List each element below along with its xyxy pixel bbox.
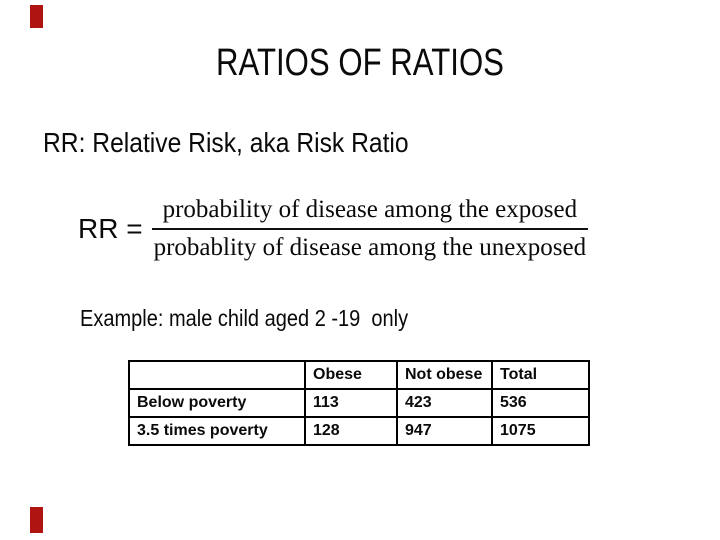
slide-title: RATIOS OF RATIOS	[216, 42, 504, 84]
cell-obese: 128	[304, 416, 398, 446]
table-header-row: Obese Not obese Total	[128, 360, 590, 390]
row-label: Below poverty	[128, 388, 306, 418]
row-label: 3.5 times poverty	[128, 416, 306, 446]
contingency-table: Obese Not obese Total Below poverty 113 …	[128, 360, 590, 446]
cell-total: 1075	[491, 416, 590, 446]
example-line: Example: male child aged 2 -19 only	[80, 305, 409, 331]
table-row: Below poverty 113 423 536	[128, 388, 590, 418]
cell-total: 536	[491, 388, 590, 418]
table-header-obese: Obese	[304, 360, 398, 390]
formula-denominator: probablity of disease among the unexpose…	[153, 233, 587, 261]
bullet-line: RR: Relative Risk, aka Risk Ratio	[43, 127, 409, 158]
table-row: 3.5 times poverty 128 947 1075	[128, 416, 590, 446]
cell-not-obese: 423	[396, 388, 493, 418]
table-header-not-obese: Not obese	[396, 360, 493, 390]
formula-lhs: RR =	[78, 212, 143, 244]
table-header-empty	[128, 360, 306, 390]
left-accent-top-mark	[30, 5, 43, 28]
formula-fraction: probability of disease among the exposed…	[151, 196, 589, 261]
rr-formula: RR = probability of disease among the ex…	[78, 196, 589, 261]
cell-obese: 113	[304, 388, 398, 418]
table-header-total: Total	[491, 360, 590, 390]
formula-numerator: probability of disease among the exposed	[151, 196, 589, 230]
left-accent-bottom-mark	[30, 507, 43, 533]
cell-not-obese: 947	[396, 416, 493, 446]
